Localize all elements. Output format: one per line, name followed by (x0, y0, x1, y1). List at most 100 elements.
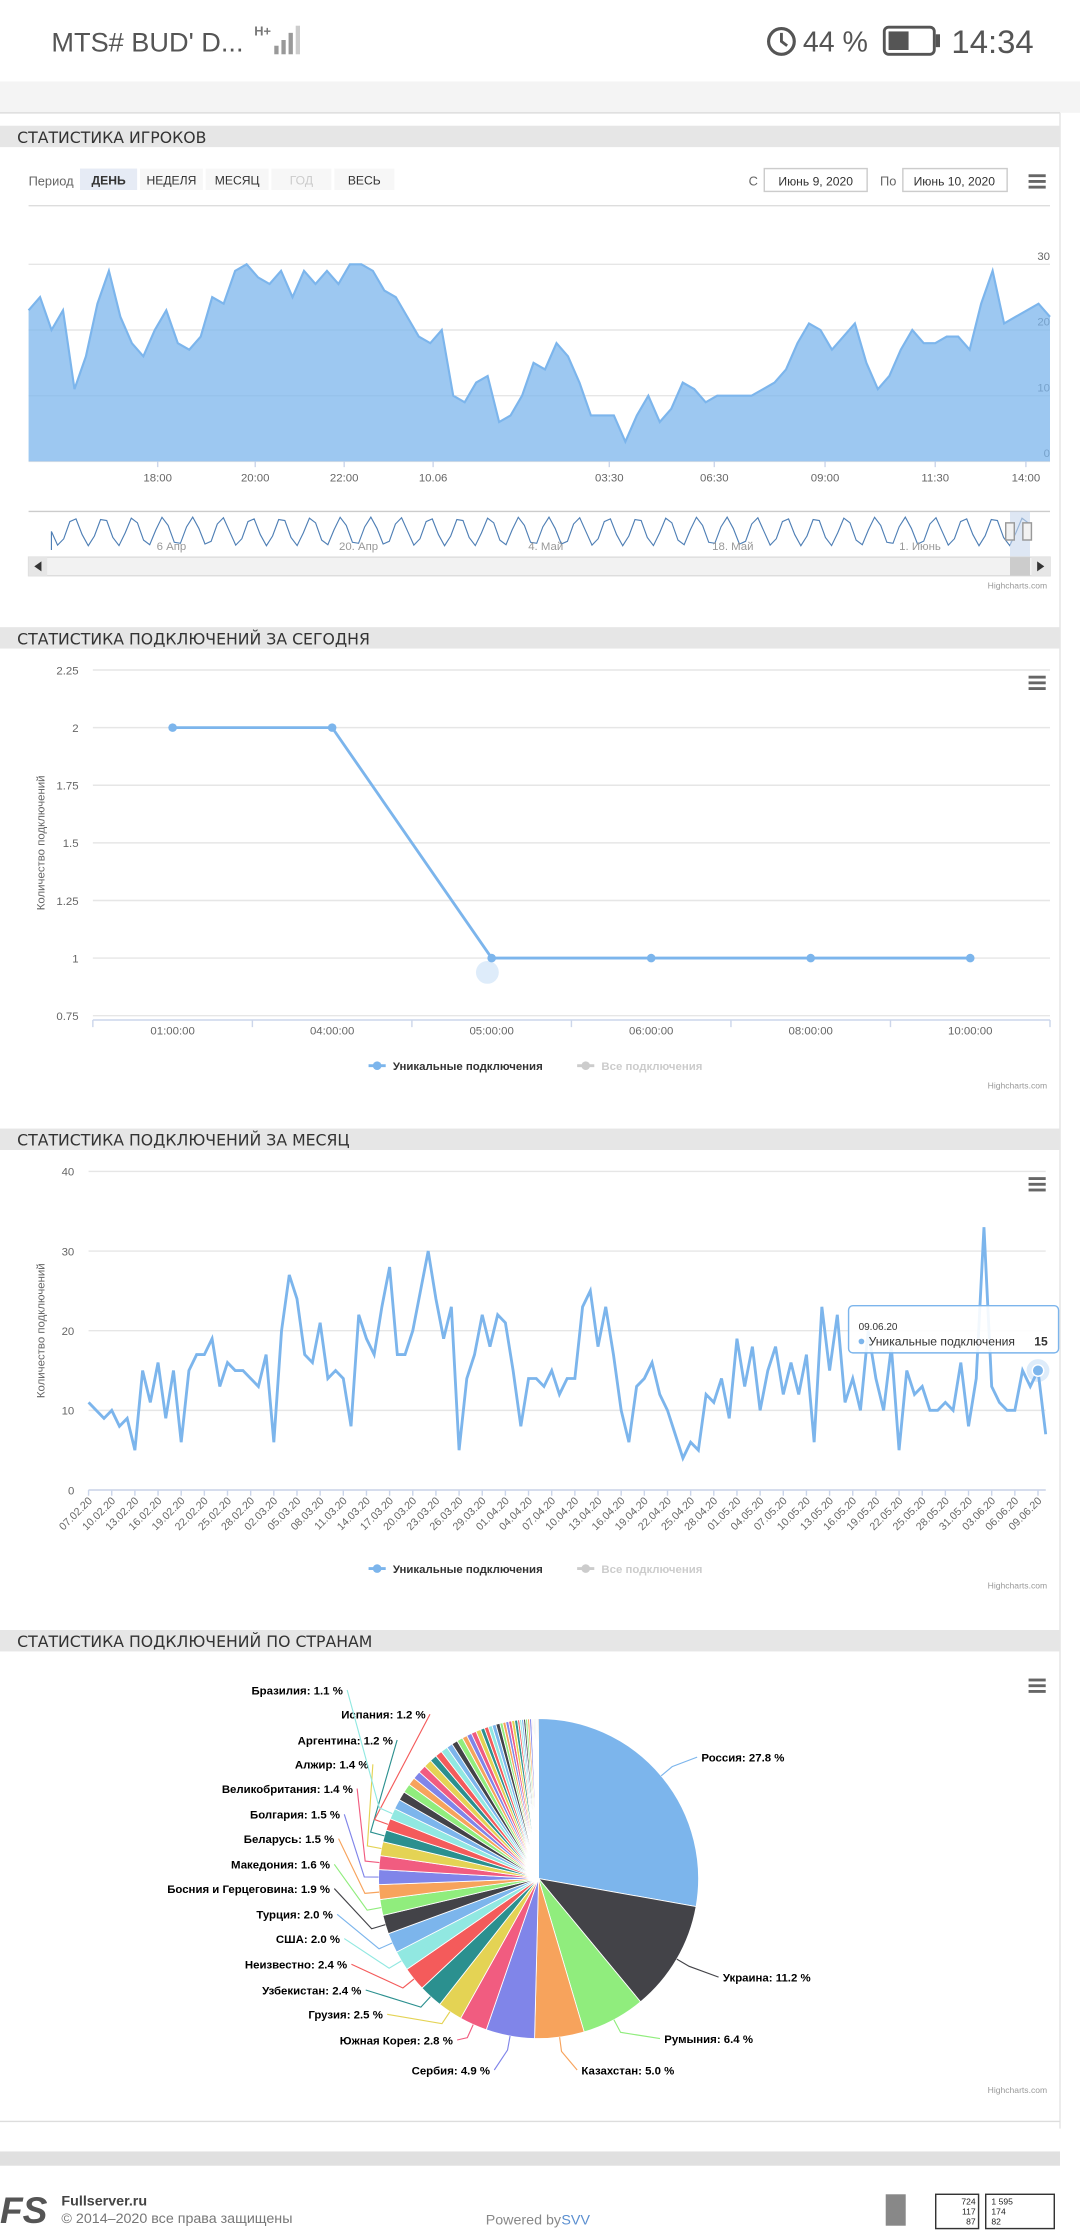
label-connector (351, 1963, 415, 1989)
label-value: 1.6 % (301, 1860, 330, 1872)
label-value: 1.2 % (364, 1735, 393, 1747)
range-button[interactable] (80, 168, 138, 190)
label-name: Южная Корея (340, 2035, 417, 2047)
y-tick-label: 30 (1037, 251, 1050, 263)
label-separator: : (347, 2010, 354, 2022)
section-header (0, 627, 1060, 649)
point (487, 953, 496, 963)
label-value: 1.5 % (311, 1810, 340, 1822)
label-name: Алжир (295, 1760, 333, 1772)
label-connector (365, 1989, 431, 2008)
label-connector (366, 1764, 382, 1850)
menu-button[interactable] (1028, 675, 1046, 690)
counter-value: 1 595 (991, 2196, 1013, 2206)
pie-slice (538, 1718, 699, 1908)
author-link[interactable]: SVV (561, 2212, 590, 2228)
label-value: 27.8 % (749, 1752, 785, 1764)
y-tick-label: 1.5 (63, 838, 79, 850)
date-input[interactable] (763, 167, 868, 193)
legend-item[interactable]: Уникальные подключения (393, 1564, 543, 1576)
label-name: Македония (231, 1860, 294, 1872)
y-axis-title: Количество подключений (35, 775, 47, 910)
scrollbar-arrow (1037, 561, 1045, 572)
navigator-handle[interactable] (1022, 522, 1033, 541)
section-header (0, 1128, 1060, 1150)
data-label: Турция: 2.0 % (256, 1910, 333, 1922)
section-header (0, 1630, 1060, 1652)
counter-value: 724 (961, 2196, 976, 2206)
point (806, 953, 815, 963)
date-input-value: Июнь 9, 2020 (778, 175, 853, 189)
label-value: 1.9 % (301, 1884, 330, 1896)
legend-item[interactable]: Все подключения (601, 1564, 702, 1576)
x-tick-label: 20:00 (241, 472, 270, 484)
navigator-label: 1. Июнь (899, 541, 941, 553)
section-header (0, 125, 1060, 148)
hover-halo (475, 960, 499, 984)
label-connector (333, 1888, 386, 1930)
label-name: Россия (701, 1752, 741, 1764)
label-connector (369, 1739, 398, 1837)
label-value: 2.0 % (304, 1910, 333, 1922)
copyright: © 2014–2020 все права защищены (61, 2211, 292, 2227)
data-label: Босния и Герцеговина: 1.9 % (167, 1884, 330, 1896)
label-name: Испания (341, 1710, 389, 1722)
menu-button[interactable] (1028, 1177, 1046, 1192)
area (28, 264, 1051, 462)
y-tick-label: 0.75 (56, 1011, 78, 1023)
x-tick-label: 08:00:00 (789, 1025, 833, 1037)
menu-bar (1028, 185, 1046, 189)
signal-icon (274, 25, 300, 55)
label-connector (346, 1689, 393, 1815)
label-name: Украина (723, 1972, 770, 1984)
label-value: 1.4 % (339, 1760, 368, 1772)
tooltip-series: Уникальные подключения (869, 1335, 1015, 1349)
x-tick-label: 10.06 (419, 472, 448, 484)
label-separator: : (390, 1710, 397, 1722)
data-label: Казахстан: 5.0 % (581, 2065, 674, 2077)
range-button[interactable] (205, 168, 269, 190)
label-separator: : (325, 1985, 332, 1997)
label-name: Босния и Герцеговина (167, 1884, 294, 1896)
label-connector (613, 2019, 661, 2040)
label-connector (676, 1958, 719, 1978)
label-separator: : (294, 1884, 301, 1896)
label-separator: : (298, 1834, 305, 1846)
label-value: 6.4 % (724, 2034, 753, 2046)
menu-bar (1028, 180, 1046, 183)
label-separator: : (417, 2035, 424, 2047)
range-button[interactable] (140, 168, 203, 190)
legend-item[interactable]: Все подключения (601, 1061, 702, 1073)
label-name: Турция (256, 1910, 296, 1922)
scrollbar-thumb[interactable] (1010, 557, 1030, 576)
logo: FS (0, 2189, 48, 2231)
label-separator: : (717, 2034, 724, 2046)
x-tick-label: 09:00 (811, 472, 840, 484)
menu-bar (1028, 681, 1046, 685)
date-input[interactable] (902, 167, 1008, 193)
label-value: 2.4 % (332, 1985, 361, 1997)
range-button-label: ДЕНЬ (91, 173, 125, 187)
alarm-icon (767, 27, 796, 56)
legend-item[interactable]: Уникальные подключения (393, 1061, 543, 1073)
data-label: Алжир: 1.4 % (295, 1760, 369, 1772)
x-tick-label: 01:00:00 (150, 1025, 194, 1037)
label-separator: : (769, 1972, 776, 1984)
menu-bar (1028, 675, 1046, 679)
line (87, 1227, 1048, 1462)
label-separator: : (332, 1760, 339, 1772)
navigator-handle[interactable] (1005, 522, 1015, 541)
footer-band (0, 2151, 1060, 2166)
navigator-label: 18. Май (712, 541, 753, 553)
y-tick-label: 40 (62, 1167, 75, 1179)
menu-button[interactable] (1028, 1678, 1046, 1693)
menu-button[interactable] (1028, 174, 1046, 189)
label-connector (660, 1756, 698, 1777)
label-separator: : (294, 1860, 301, 1872)
counter-value: 117 (962, 2206, 976, 2216)
navigator-label: 6 Апр (157, 541, 187, 553)
data-label: Бразилия: 1.1 % (251, 1685, 342, 1697)
label-value: 2.4 % (318, 1960, 347, 1972)
y-tick-label: 10 (62, 1406, 75, 1418)
range-button[interactable] (334, 168, 395, 190)
